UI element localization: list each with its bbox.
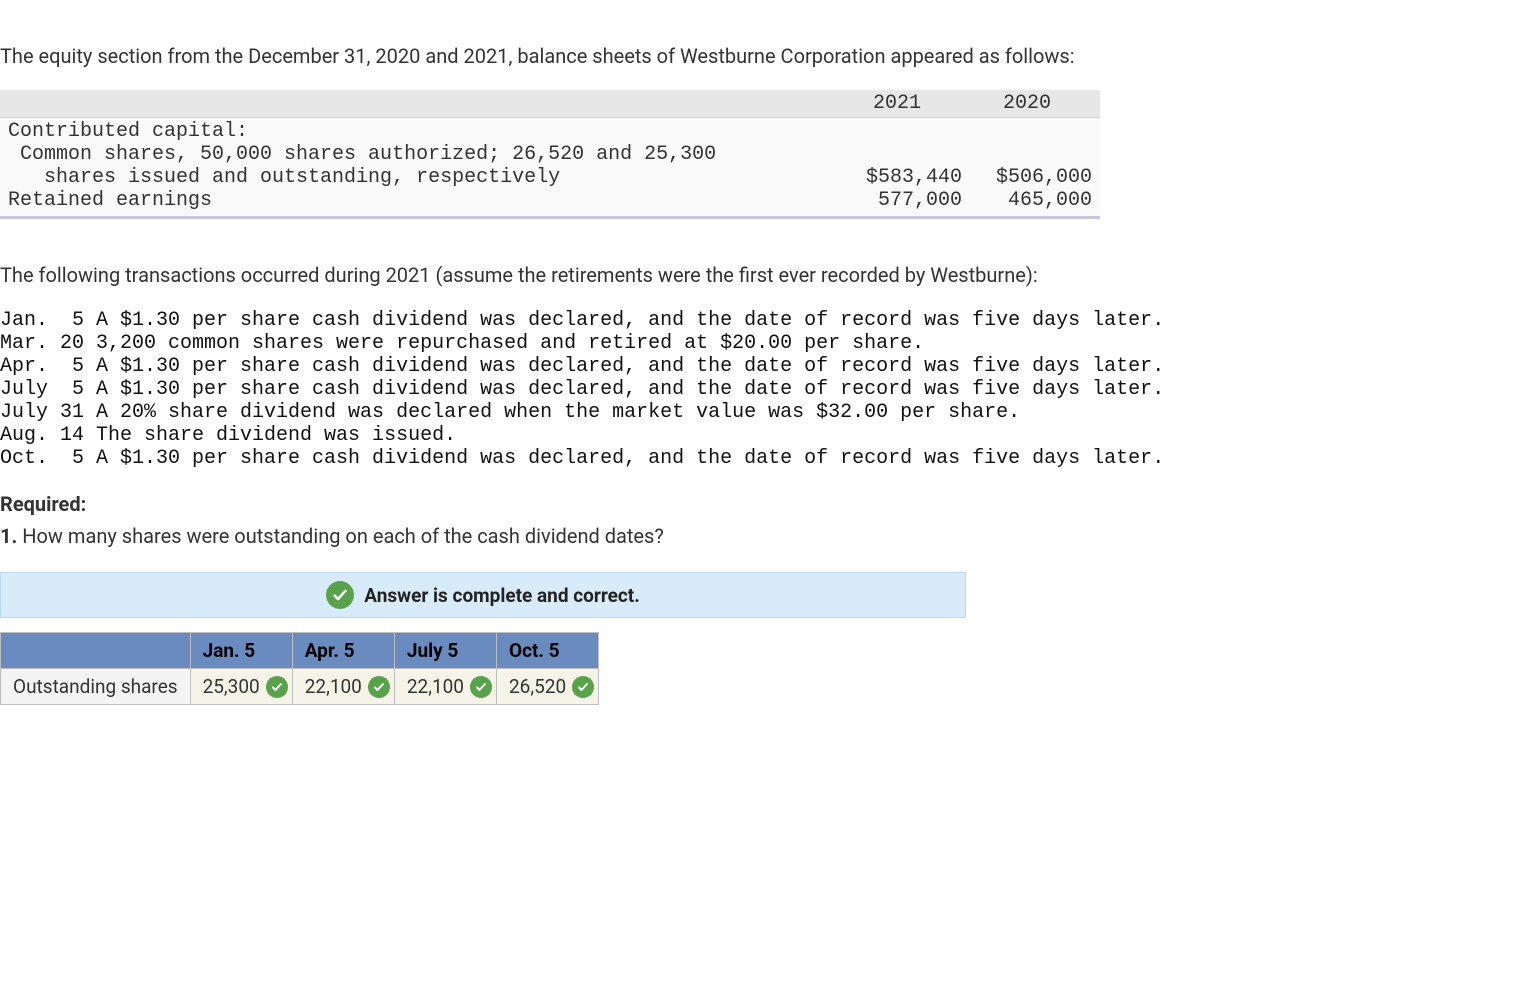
transaction-aug14: Aug. 14 The share dividend was issued. <box>0 424 1538 447</box>
intro-text: The equity section from the December 31,… <box>0 40 1538 72</box>
transactions-intro: The following transactions occurred duri… <box>0 259 1538 291</box>
retained-2021: 577,000 <box>832 189 962 212</box>
banner-text: Answer is complete and correct. <box>364 584 639 607</box>
cell-apr5: 22,100 <box>292 669 394 705</box>
equity-year-2020: 2020 <box>962 92 1092 115</box>
transaction-jul5: July 5 A $1.30 per share cash dividend w… <box>0 378 1538 401</box>
value-apr5: 22,100 <box>305 675 362 698</box>
retained-earnings-label: Retained earnings <box>8 189 832 212</box>
required-heading: Required: <box>0 488 1538 520</box>
check-icon <box>266 676 288 698</box>
equity-year-2021: 2021 <box>832 92 962 115</box>
check-icon <box>470 676 492 698</box>
table-header-blank <box>1 633 191 669</box>
table-header-jan5: Jan. 5 <box>190 633 292 669</box>
transaction-jan5: Jan. 5 A $1.30 per share cash dividend w… <box>0 309 1538 332</box>
cell-jan5: 25,300 <box>190 669 292 705</box>
transaction-jul31: July 31 A 20% share dividend was declare… <box>0 401 1538 424</box>
transaction-mar20: Mar. 20 3,200 common shares were repurch… <box>0 332 1538 355</box>
contributed-capital-label: Contributed capital: <box>8 120 832 143</box>
check-icon <box>572 676 594 698</box>
value-jan5: 25,300 <box>203 675 260 698</box>
retained-2020: 465,000 <box>962 189 1092 212</box>
question-text: How many shares were outstanding on each… <box>17 524 664 548</box>
cell-jul5: 22,100 <box>394 669 496 705</box>
table-header-oct5: Oct. 5 <box>497 633 599 669</box>
row-outstanding-shares: Outstanding shares <box>1 669 191 705</box>
table-header-jul5: July 5 <box>394 633 496 669</box>
check-icon <box>326 581 354 609</box>
transaction-apr5: Apr. 5 A $1.30 per share cash dividend w… <box>0 355 1538 378</box>
equity-table: 2021 2020 Contributed capital: Common sh… <box>0 90 1100 219</box>
value-oct5: 26,520 <box>509 675 566 698</box>
common-shares-2021: $583,440 <box>832 166 962 189</box>
table-header-apr5: Apr. 5 <box>292 633 394 669</box>
common-shares-2020: $506,000 <box>962 166 1092 189</box>
value-jul5: 22,100 <box>407 675 464 698</box>
question-1: 1. How many shares were outstanding on e… <box>0 520 1538 552</box>
cell-oct5: 26,520 <box>497 669 599 705</box>
transaction-oct5: Oct. 5 A $1.30 per share cash dividend w… <box>0 447 1538 470</box>
outstanding-shares-table: Jan. 5 Apr. 5 July 5 Oct. 5 Outstanding … <box>0 632 599 705</box>
common-shares-line1: Common shares, 50,000 shares authorized;… <box>8 143 832 166</box>
check-icon <box>368 676 390 698</box>
question-number: 1. <box>0 524 17 548</box>
answer-status-banner: Answer is complete and correct. <box>0 572 966 618</box>
common-shares-line2: shares issued and outstanding, respectiv… <box>8 166 832 189</box>
